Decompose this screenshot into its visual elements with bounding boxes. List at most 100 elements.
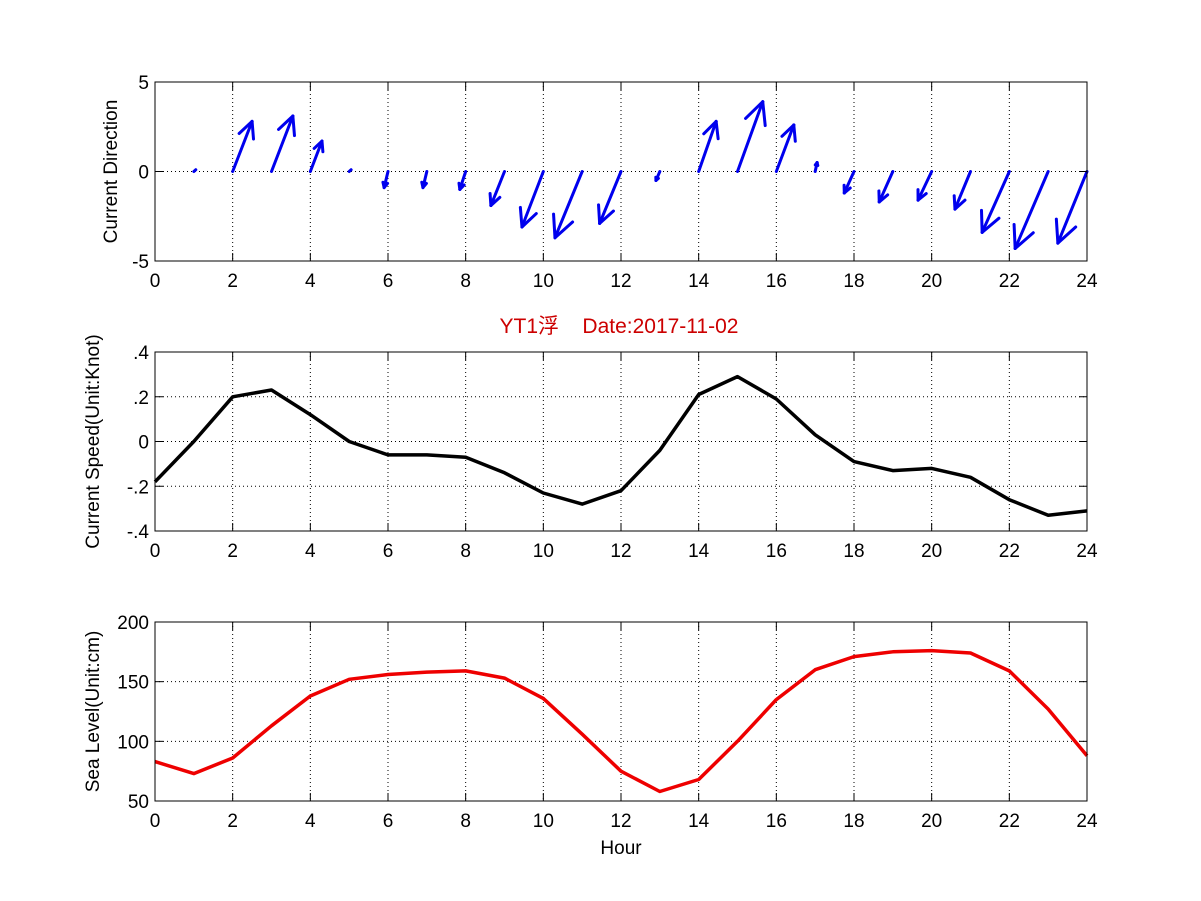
y-tick-label: -.4 <box>127 522 150 543</box>
x-tick-label: 10 <box>533 271 554 292</box>
speed-grid <box>155 352 1087 531</box>
direction-arrow <box>457 170 468 191</box>
arrow-head <box>761 100 767 128</box>
y-tick-label: 50 <box>128 792 149 813</box>
arrow-head <box>654 176 660 182</box>
arrow-head <box>598 209 615 225</box>
sea-level-line <box>154 648 1089 794</box>
arrow-head <box>780 123 796 138</box>
arrow-shaft <box>553 170 584 240</box>
arrow-shaft <box>980 170 1011 234</box>
x-tick-label: 20 <box>921 271 942 292</box>
x-tick-label: 8 <box>460 541 471 562</box>
arrow-shaft <box>192 168 198 173</box>
figure-title: YT1浮 Date:2017-11-02 <box>500 315 739 338</box>
x-tick-label: 6 <box>383 541 394 562</box>
x-tick-label: 24 <box>1076 271 1098 292</box>
x-tick-label: 18 <box>843 271 864 292</box>
direction-arrow <box>1054 170 1089 245</box>
direction-arrow <box>1012 170 1050 250</box>
direction-ticks: 0 2 4 6 8 10 12 14 16 18 20 22 24-505 <box>132 73 1098 292</box>
arrow-head <box>489 195 502 208</box>
arrow-head <box>792 123 797 143</box>
x-tick-label: 8 <box>460 811 471 832</box>
arrow-head <box>1056 225 1078 245</box>
x-tick-label: 14 <box>688 271 710 292</box>
arrow-head <box>312 139 324 150</box>
arrow-shaft <box>774 123 796 173</box>
y-tick-label: -.2 <box>127 477 149 498</box>
x-tick-label: 14 <box>688 541 710 562</box>
x-tick-label: 22 <box>999 811 1020 832</box>
direction-arrow <box>774 123 797 173</box>
arrow-head <box>702 119 718 136</box>
arrow-shaft <box>916 170 934 202</box>
arrow-shaft <box>736 100 765 173</box>
arrow-head <box>553 220 575 240</box>
arrow-shaft <box>270 114 295 173</box>
direction-arrow <box>916 170 934 202</box>
y-tick-label: 150 <box>117 673 149 694</box>
y-tick-label: -5 <box>132 252 149 273</box>
arrow-shaft <box>308 139 324 173</box>
arrow-shaft <box>489 170 506 208</box>
x-tick-label: 20 <box>921 811 942 832</box>
x-tick-label: 14 <box>688 811 710 832</box>
current-direction-panel: 0 2 4 6 8 10 12 14 16 18 20 22 24-505 Current Direct… <box>101 73 1098 292</box>
arrow-head <box>250 119 256 141</box>
arrow-head <box>488 191 493 208</box>
direction-arrow <box>979 170 1011 234</box>
x-tick-label: 24 <box>1076 811 1098 832</box>
x-tick-label: 24 <box>1076 541 1098 562</box>
x-tick-label: 16 <box>766 271 787 292</box>
arrow-head <box>382 181 390 190</box>
arrow-shaft <box>1056 170 1089 245</box>
direction-arrow <box>270 114 296 173</box>
arrow-head <box>877 193 890 204</box>
y-tick-label: .4 <box>133 343 149 364</box>
arrow-shaft <box>953 170 972 211</box>
direction-arrow <box>813 161 820 173</box>
arrow-shaft <box>697 119 718 173</box>
x-tick-label: 6 <box>383 811 394 832</box>
y-tick-label: 0 <box>138 433 149 454</box>
sea-level-series-line <box>154 648 1089 794</box>
direction-arrow <box>654 170 662 182</box>
arrow-head <box>952 194 957 211</box>
arrow-head <box>842 186 852 195</box>
arrow-head <box>813 161 819 167</box>
direction-arrow <box>488 170 506 208</box>
x-tick-label: 18 <box>843 541 864 562</box>
direction-arrow <box>597 170 623 225</box>
y-tick-label: 100 <box>117 732 149 753</box>
arrow-head <box>291 114 296 138</box>
arrow-shaft <box>877 170 895 204</box>
arrow-head <box>458 183 466 191</box>
arrow-shaft <box>842 170 856 195</box>
x-tick-label: 8 <box>460 271 471 292</box>
direction-arrow <box>420 170 429 190</box>
x-tick-label: 12 <box>610 541 631 562</box>
direction-arrow <box>192 168 198 173</box>
arrow-shaft <box>231 119 254 173</box>
direction-arrow <box>231 119 256 173</box>
x-tick-label: 0 <box>150 811 161 832</box>
arrow-head <box>744 100 765 120</box>
direction-arrow <box>308 139 325 173</box>
arrow-head <box>518 205 524 229</box>
arrow-shaft <box>598 170 623 225</box>
x-tick-label: 10 <box>533 811 554 832</box>
arrow-head <box>1012 222 1017 250</box>
x-tick-label: 6 <box>383 271 394 292</box>
x-tick-label: 16 <box>766 811 787 832</box>
x-tick-label: 0 <box>150 271 161 292</box>
direction-arrow <box>736 100 767 173</box>
sea-level-grid <box>155 622 1087 801</box>
arrow-head <box>237 119 254 135</box>
direction-arrow <box>952 170 972 211</box>
direction-arrow <box>697 119 720 173</box>
